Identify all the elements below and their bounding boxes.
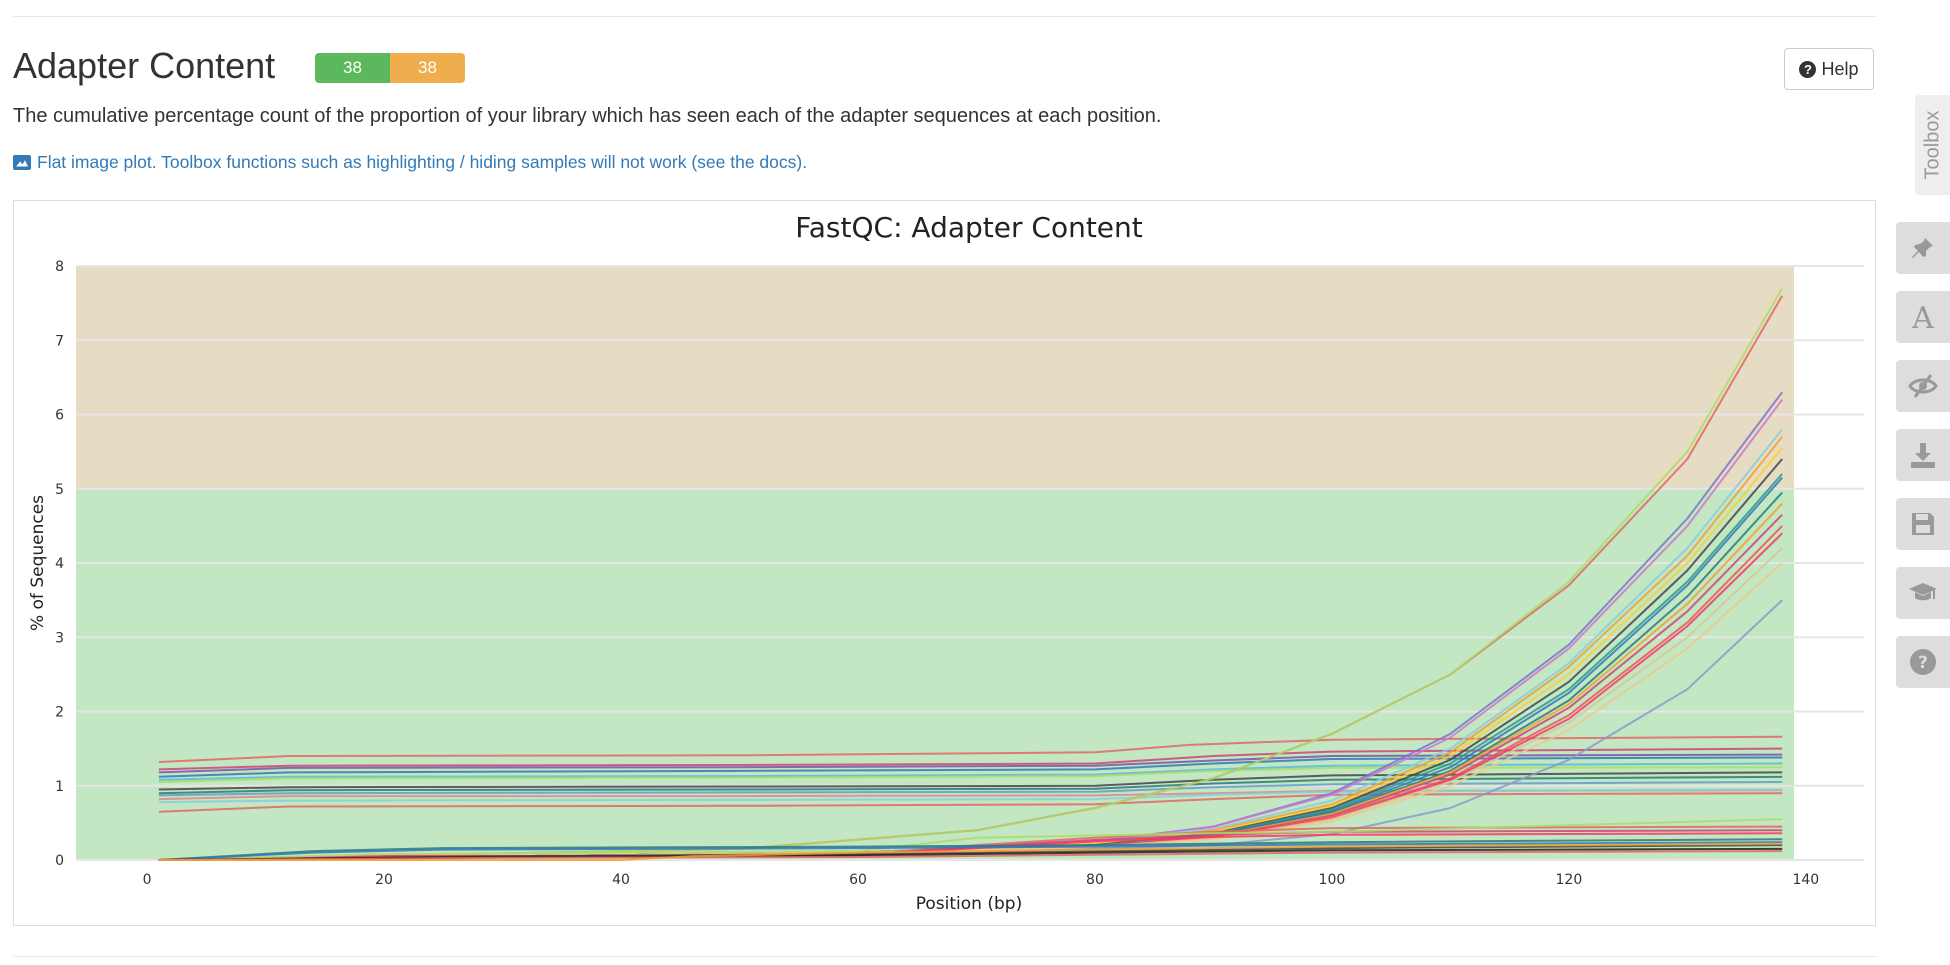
pin-button[interactable] — [1896, 222, 1950, 274]
y-tick-label: 4 — [55, 556, 64, 572]
series-line-6 — [158, 771, 1783, 791]
chart-title: FastQC: Adapter Content — [795, 211, 1143, 244]
bottom-divider — [13, 956, 1876, 957]
question-circle-icon: ? — [1910, 649, 1936, 675]
status-badges: 38 38 — [315, 53, 465, 83]
y-tick-label: 8 — [55, 259, 64, 275]
chart-bands — [76, 266, 1794, 860]
band-1 — [76, 266, 1794, 489]
export-button[interactable] — [1896, 429, 1950, 481]
chart-grid — [76, 265, 1864, 861]
help-button-label: Help — [1821, 58, 1859, 79]
y-tick-label: 2 — [55, 705, 64, 721]
save-icon — [1912, 513, 1934, 535]
help-button[interactable]: ? Help — [1784, 48, 1874, 90]
x-tick-label: 120 — [1556, 872, 1583, 888]
pass-count-badge[interactable]: 38 — [315, 53, 390, 83]
series-line-3 — [158, 756, 1783, 778]
series-line-39 — [158, 842, 1783, 861]
plot-container: 0 1 2 3 4 5 6 7 8 0 20 40 60 80 100 120 140 FastQC: Ada… — [13, 200, 1876, 926]
series-line-35 — [158, 841, 1783, 861]
svg-text:?: ? — [1918, 653, 1928, 673]
top-divider — [13, 16, 1876, 17]
series-line-8 — [158, 781, 1783, 797]
series-line-7 — [158, 775, 1783, 795]
y-tick-label: 6 — [55, 408, 64, 424]
hide-samples-button[interactable] — [1896, 360, 1950, 412]
y-tick-label: 3 — [55, 630, 64, 646]
y-tick-label: 1 — [55, 779, 64, 795]
flat-plot-note: Flat image plot. Toolbox functions such … — [37, 152, 808, 172]
series-line-0 — [158, 735, 1783, 763]
y-tick-label: 5 — [55, 482, 64, 498]
flat-plot-link[interactable]: Flat image plot. Toolbox functions such … — [13, 150, 807, 174]
y-tick-label: 0 — [55, 853, 64, 869]
pin-icon — [1912, 238, 1933, 258]
warn-count-badge[interactable]: 38 — [390, 53, 465, 83]
series-line-13 — [158, 287, 1784, 861]
series-line-2 — [158, 753, 1783, 774]
series-line-34 — [158, 838, 1783, 861]
series-line-1 — [158, 747, 1783, 771]
x-tick-label: 60 — [849, 872, 867, 888]
eye-slash-icon — [1908, 374, 1938, 398]
series-line-5 — [158, 766, 1783, 783]
svg-text:A: A — [1911, 302, 1934, 332]
toolbox-label: Toolbox — [1921, 110, 1943, 180]
section-title: Adapter Content — [13, 45, 276, 86]
graduation-cap-icon — [1909, 583, 1937, 601]
adapter-content-chart: 0 1 2 3 4 5 6 7 8 0 20 40 60 80 100 120 140 FastQC: Ada… — [28, 211, 1864, 914]
y-axis-label: % of Sequences — [28, 495, 48, 631]
x-tick-label: 40 — [612, 872, 630, 888]
toolbox-tab[interactable]: Toolbox — [1915, 95, 1950, 195]
y-axis-ticks: 0 1 2 3 4 5 6 7 8 — [55, 259, 64, 869]
question-circle-icon: ? — [1799, 60, 1817, 78]
toolbox-help-button[interactable]: ? — [1896, 636, 1950, 688]
rename-button[interactable]: A — [1896, 291, 1950, 343]
download-icon — [1911, 443, 1935, 468]
x-tick-label: 80 — [1086, 872, 1104, 888]
section-description: The cumulative percentage count of the p… — [13, 105, 1162, 127]
x-tick-label: 100 — [1319, 872, 1346, 888]
x-tick-label: 140 — [1792, 872, 1819, 888]
image-icon — [13, 154, 31, 170]
x-tick-label: 0 — [143, 872, 152, 888]
tutorial-button[interactable] — [1896, 567, 1950, 619]
font-icon: A — [1911, 302, 1934, 332]
band-0 — [76, 488, 1794, 860]
y-tick-label: 7 — [55, 333, 64, 349]
series-line-33 — [158, 818, 1783, 861]
series-line-4 — [158, 762, 1783, 781]
series-line-38 — [158, 850, 1783, 861]
x-axis-ticks: 0 20 40 60 80 100 120 140 — [143, 872, 1820, 888]
save-button[interactable] — [1896, 498, 1950, 550]
x-axis-label: Position (bp) — [916, 894, 1022, 914]
chart-series — [158, 287, 1784, 861]
x-tick-label: 20 — [375, 872, 393, 888]
series-line-10 — [158, 788, 1783, 804]
